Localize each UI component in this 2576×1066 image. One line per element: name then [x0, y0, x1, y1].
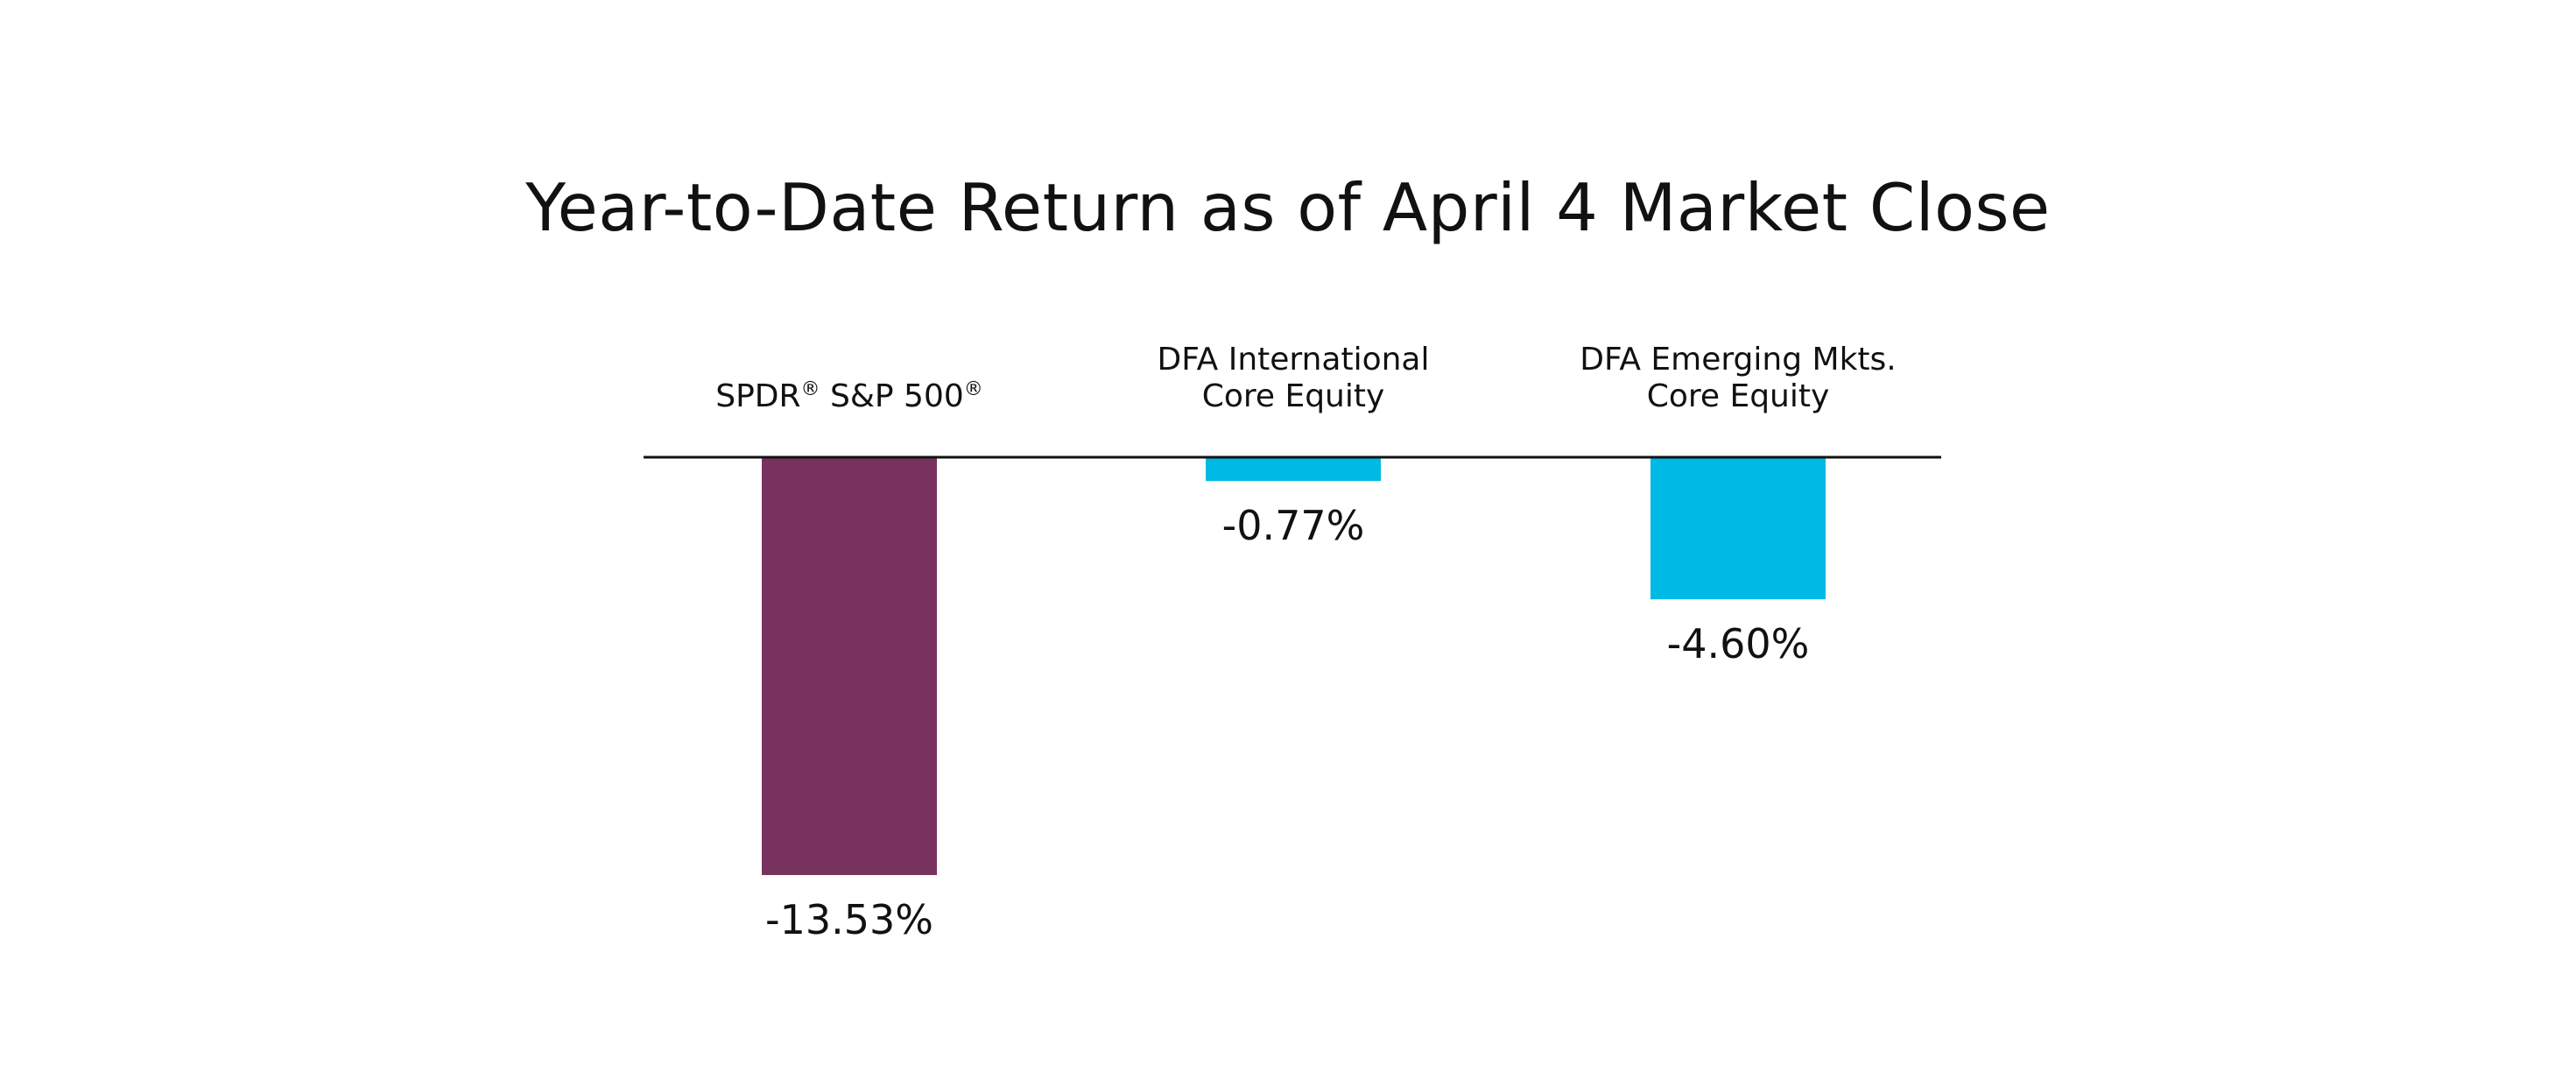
category-label-3-line-2: Core Equity	[1647, 378, 1830, 414]
category-label-2-line-1: DFA International	[1158, 342, 1430, 378]
registered-mark: ®	[801, 378, 820, 400]
value-label-1: -13.53%	[765, 896, 933, 943]
chart-title: Year-to-Date Return as of April 4 Market…	[525, 169, 2051, 246]
category-label-2-line-2: Core Equity	[1202, 378, 1385, 414]
value-label-2: -0.77%	[1222, 502, 1365, 549]
value-label-3: -4.60%	[1667, 620, 1810, 667]
category-text: Core Equity	[1647, 378, 1830, 414]
category-text: S&P 500	[820, 378, 964, 414]
bar-2	[1206, 457, 1381, 482]
registered-mark: ®	[964, 378, 983, 400]
category-label-1: SPDR® S&P 500®	[715, 378, 983, 414]
category-label-3-line-1: DFA Emerging Mkts.	[1580, 342, 1897, 378]
labels-layer: -13.53%SPDR® S&P 500®-0.77%DFA Internati…	[715, 342, 1897, 943]
bars-layer	[762, 457, 1826, 875]
bar-3	[1650, 457, 1826, 600]
category-text: SPDR	[715, 378, 800, 414]
category-text: Core Equity	[1202, 378, 1385, 414]
bar-1	[762, 457, 937, 875]
category-text: DFA Emerging Mkts.	[1580, 342, 1897, 378]
category-text: DFA International	[1158, 342, 1430, 378]
